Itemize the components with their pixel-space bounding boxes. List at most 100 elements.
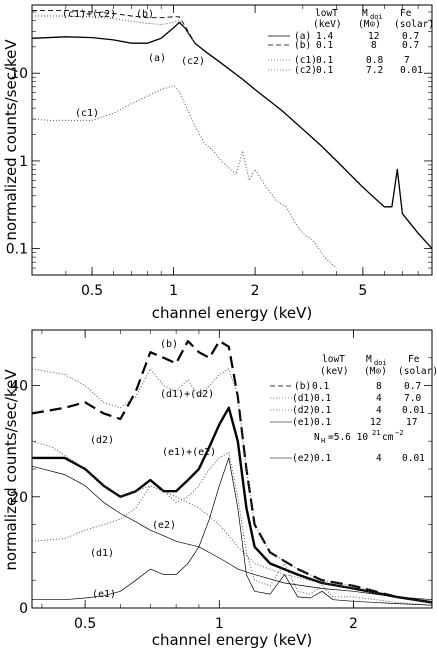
bottom-ticks <box>32 329 433 609</box>
bottom-series-line <box>32 368 432 603</box>
bottom-legend-e1-fe: 17 <box>406 417 417 428</box>
top-x-tick-label: 1 <box>169 283 178 299</box>
bottom-x-tick-label: 1 <box>215 616 224 632</box>
top-legend-b-mdot: 8 <box>371 40 377 51</box>
bottom-legend-e1-lowt: 0.1 <box>314 417 331 428</box>
top-legend-b-label: (b) <box>294 40 311 51</box>
top-legend-h2-kev: (keV) <box>313 19 342 30</box>
bottom-legend-d1-fe: 7.0 <box>404 393 421 404</box>
bottom-series-line <box>32 465 432 601</box>
bottom-x-tick-label: 2 <box>349 616 358 632</box>
bottom-series-line <box>32 457 432 606</box>
bottom-legend-b-lowt: 0.1 <box>312 381 329 392</box>
bottom-annot-d1: (d1) <box>90 548 114 559</box>
bottom-legend-d2-mdot: 4 <box>376 405 382 416</box>
top-legend-b-lowt: 0.1 <box>316 40 333 51</box>
bottom-legend-e2-mdot: 4 <box>376 453 382 464</box>
top-legend-a-fe: 0.7 <box>402 31 419 42</box>
top-legend-c2-mdot: 7.2 <box>366 65 383 76</box>
bottom-annot-e2: (e2) <box>152 520 176 531</box>
bottom-y-tick-label: 40 <box>10 379 28 395</box>
bottom-annot-b: (b) <box>160 339 178 350</box>
bottom-legend-d1-mdot: 4 <box>376 393 382 404</box>
bottom-legend-nh-sub: H <box>321 437 325 445</box>
bottom-legend-nh-unit-exp: −2 <box>395 429 403 437</box>
bottom-legend-b-mdot: 8 <box>376 381 382 392</box>
top-annot-c2: (c2) <box>181 56 205 67</box>
top-y-tick-label: 10 <box>10 66 28 82</box>
top-legend-a-lowt: 1.4 <box>316 31 333 42</box>
top-series <box>32 9 432 269</box>
bottom-legend-d1-lowt: 0.1 <box>314 393 331 404</box>
top-legend-a-mdot: 12 <box>368 31 379 42</box>
top-y-tick-label: 0.1 <box>6 242 28 258</box>
top-series-line <box>32 15 196 44</box>
top-legend-c1-label: (c1) <box>294 55 317 66</box>
bottom-annot-d2: (d2) <box>90 435 114 446</box>
top-x-axis-label: channel energy (keV) <box>152 304 313 322</box>
top-legend-c1-fe: 7 <box>404 55 410 66</box>
top-plot-frame <box>31 4 433 276</box>
top-legend-h-msub: doi <box>370 13 383 21</box>
bottom-legend-d2-lowt: 0.1 <box>314 405 331 416</box>
top-legend: lowT M doi Fe (keV) (M⊙) (solar) (a) 1.4… <box>268 8 434 76</box>
top-annot-c1c2: (c1)+(c2) <box>62 9 116 20</box>
bottom-annot-e1: (e1) <box>92 589 116 600</box>
top-legend-h-fe: Fe <box>400 8 412 19</box>
top-legend-h2-solar: (solar) <box>394 19 434 30</box>
top-legend-c2-fe: 0.01 <box>400 65 423 76</box>
bottom-x-axis-label: channel energy (keV) <box>152 631 313 649</box>
bottom-legend-b-fe: 0.7 <box>404 381 421 392</box>
top-y-tick-label: 1 <box>19 154 28 170</box>
bottom-series-line <box>32 406 432 604</box>
top-annot-a: (a) <box>148 53 166 64</box>
top-series-line <box>32 9 432 249</box>
bottom-legend-e2-lowt: 0.1 <box>314 453 331 464</box>
top-x-tick-label: 5 <box>358 283 367 299</box>
bottom-legend-nh-unit: cm <box>382 432 394 443</box>
bottom-legend-h2-kev: (keV) <box>320 366 349 377</box>
top-legend-c1-lowt: 0.1 <box>316 55 333 66</box>
bottom-series <box>32 340 432 606</box>
top-legend-b-fe: 0.7 <box>402 40 419 51</box>
bottom-legend-h2-msun: (M⊙) <box>364 366 387 377</box>
top-legend-h2-msun: (M⊙) <box>358 19 381 30</box>
bottom-series-line <box>32 451 432 606</box>
bottom-legend-e2-label: (e2) <box>292 453 315 464</box>
top-legend-c2-label: (c2) <box>294 65 317 76</box>
top-annot-c1: (c1) <box>75 108 99 119</box>
bottom-legend-nh-value: =5.6 10 <box>328 432 368 443</box>
bottom-legend-d2-label: (d2) <box>292 405 315 416</box>
bottom-legend: lowT M doi Fe (keV) (M⊙) (solar) (b) 0.1… <box>270 354 437 464</box>
top-x-tick-label: 0.5 <box>81 283 103 299</box>
bottom-legend-h-msub: doi <box>374 359 387 367</box>
bottom-annot-d1d2: (d1)+(d2) <box>160 389 214 400</box>
top-legend-c1-mdot: 0.8 <box>366 55 383 66</box>
top-legend-a-label: (a) <box>294 31 311 42</box>
top-legend-c2-lowt: 0.1 <box>316 65 333 76</box>
bottom-y-tick-label: 0 <box>19 601 28 617</box>
top-annot-b: (b) <box>136 9 154 20</box>
bottom-legend-e1-label: (e1) <box>292 417 315 428</box>
top-y-axis-label: normalized counts/sec/keV <box>2 39 20 241</box>
bottom-annot-e1e2: (e1)+(e2) <box>162 447 216 458</box>
bottom-legend-nh: N <box>314 432 320 443</box>
top-legend-h-lowt: lowT <box>315 8 338 19</box>
bottom-legend-h-lowt: lowT <box>322 354 345 365</box>
bottom-y-axis-label: normalized counts/sec/keV <box>2 369 20 571</box>
top-legend-h-m: M <box>362 8 368 19</box>
bottom-legend-h-fe: Fe <box>408 354 420 365</box>
bottom-legend-d2-fe: 0.01 <box>402 405 425 416</box>
bottom-legend-e2-fe: 0.01 <box>402 453 425 464</box>
top-ticks <box>31 4 433 276</box>
bottom-legend-b-label: (b) <box>294 381 311 392</box>
bottom-y-tick-label: 20 <box>10 490 28 506</box>
bottom-series-line <box>32 440 432 603</box>
bottom-legend-e1-mdot: 12 <box>370 417 381 428</box>
bottom-legend-nh-exp: 21 <box>372 429 380 437</box>
top-series-line <box>32 85 337 269</box>
top-tick-labels: 0.5 1 2 5 0.1 1 10 <box>6 66 368 299</box>
top-x-tick-label: 2 <box>251 283 260 299</box>
